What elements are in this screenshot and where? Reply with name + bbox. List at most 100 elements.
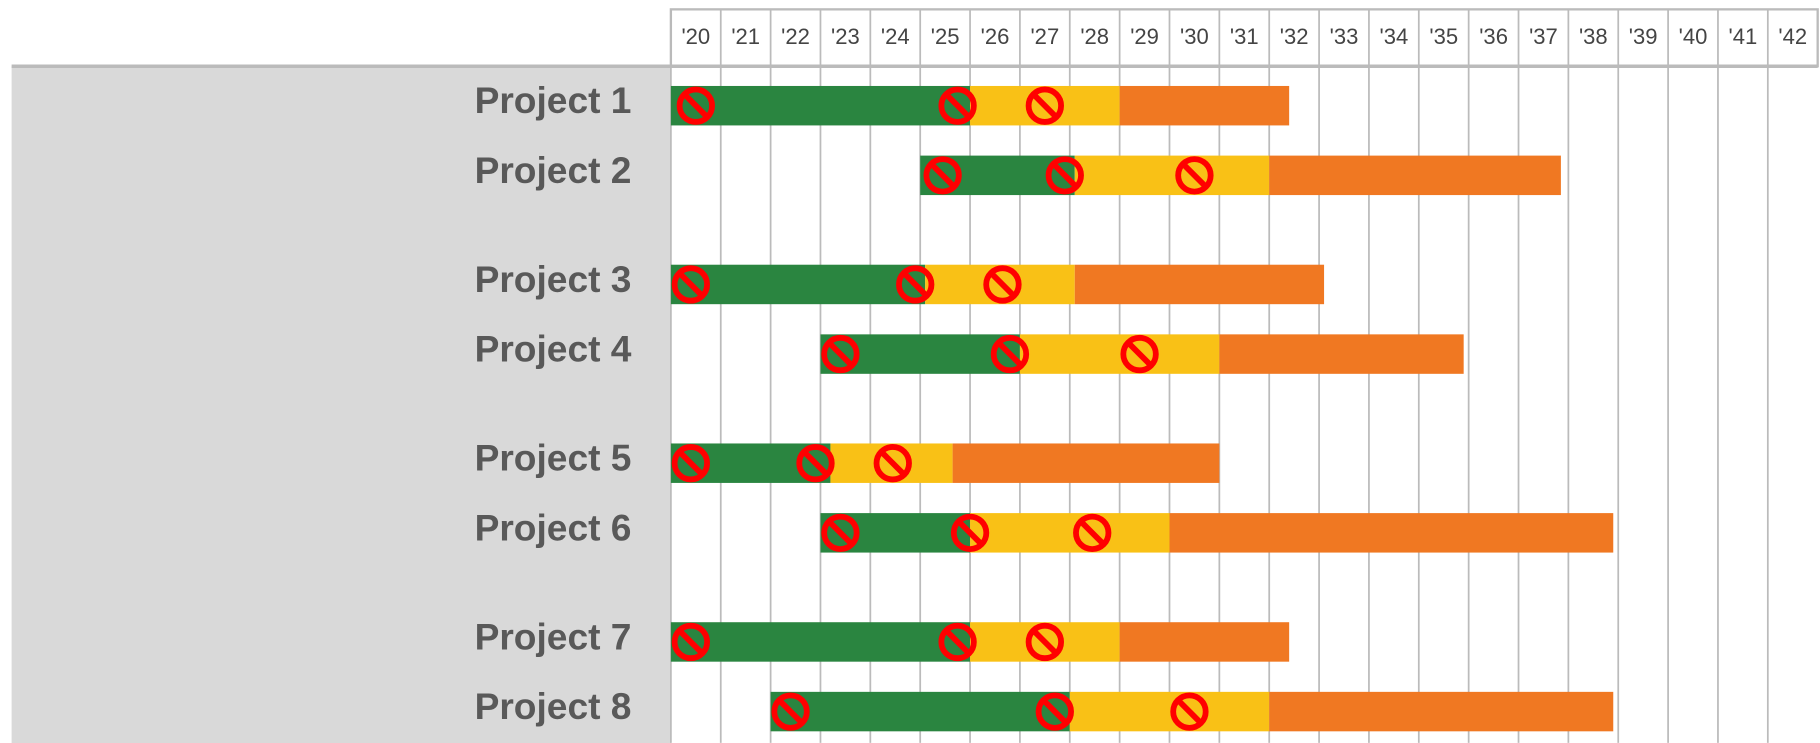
task-label: Project 4 xyxy=(475,328,632,370)
label-panel xyxy=(11,66,671,743)
marker-ring xyxy=(1035,692,1074,731)
task-label: Project 7 xyxy=(475,615,632,657)
phase-bar xyxy=(1169,513,1614,553)
x-tick-label: '41 xyxy=(1729,24,1758,49)
phase-bar xyxy=(1119,85,1290,126)
milestone-marker xyxy=(1025,86,1064,125)
marker-ring xyxy=(671,265,710,304)
milestone-marker xyxy=(771,692,810,731)
task-label: Project 8 xyxy=(475,685,632,727)
milestone-marker xyxy=(873,444,912,483)
milestone-marker xyxy=(950,513,990,552)
x-tick-label: '23 xyxy=(831,24,860,49)
marker-ring xyxy=(1025,86,1064,125)
milestone-marker xyxy=(1035,692,1074,731)
phase-bar xyxy=(1269,155,1561,196)
task-label: Project 1 xyxy=(475,79,632,121)
grid xyxy=(670,9,1769,743)
x-tick-label: '21 xyxy=(731,24,760,49)
milestone-marker xyxy=(1175,156,1214,195)
phase-bar xyxy=(670,85,971,126)
milestone-marker xyxy=(896,265,935,304)
x-tick-label: '36 xyxy=(1479,24,1508,49)
x-tick-label: '32 xyxy=(1280,24,1309,49)
milestone-marker xyxy=(938,86,977,125)
marker-ring xyxy=(896,265,935,304)
milestone-marker xyxy=(990,334,1030,374)
x-tick-label: '24 xyxy=(881,24,910,49)
marker-slash xyxy=(677,449,705,477)
marker-slash xyxy=(682,92,710,120)
marker-ring xyxy=(771,692,810,731)
milestone-marker xyxy=(938,622,977,662)
x-tick-label: '42 xyxy=(1778,24,1807,49)
milestone-marker xyxy=(821,334,860,374)
marker-slash xyxy=(677,270,705,298)
x-tick-label: '27 xyxy=(1030,24,1059,49)
task-label: Project 2 xyxy=(475,149,632,191)
milestone-marker xyxy=(1025,622,1064,662)
milestone-marker xyxy=(1170,692,1209,731)
marker-slash xyxy=(996,340,1024,368)
marker-ring xyxy=(1045,156,1084,195)
milestone-marker xyxy=(923,156,962,195)
phase-bar xyxy=(1069,691,1270,732)
marker-ring xyxy=(1025,622,1064,662)
marker-ring xyxy=(821,513,860,552)
marker-slash xyxy=(1031,628,1059,656)
milestone-marker xyxy=(1045,156,1084,195)
phase-bar xyxy=(1219,334,1464,374)
marker-slash xyxy=(1031,92,1059,120)
marker-ring xyxy=(923,156,962,195)
marker-slash xyxy=(956,519,984,547)
marker-ring xyxy=(938,622,977,662)
marker-slash xyxy=(1175,698,1203,726)
phase-bar xyxy=(970,513,1170,553)
milestone-marker xyxy=(821,513,860,552)
task-label: Project 6 xyxy=(475,506,632,548)
x-tick-label: '35 xyxy=(1429,24,1458,49)
marker-ring xyxy=(671,622,710,662)
milestone-marker xyxy=(671,444,710,483)
phase-bar xyxy=(1119,622,1290,662)
x-tick-label: '40 xyxy=(1679,24,1708,49)
marker-slash xyxy=(801,449,830,477)
x-tick-label: '34 xyxy=(1379,24,1408,49)
marker-slash xyxy=(677,628,705,656)
marker-slash xyxy=(929,161,957,189)
phase-bar xyxy=(1269,691,1614,732)
marker-ring xyxy=(983,265,1022,304)
marker-ring xyxy=(671,444,710,483)
phase-bar xyxy=(1019,334,1220,374)
marker-slash xyxy=(944,92,972,120)
phase-bar xyxy=(770,691,1070,732)
marker-ring xyxy=(821,334,860,374)
marker-ring xyxy=(1120,334,1159,374)
marker-slash xyxy=(1180,161,1208,189)
milestone-marker xyxy=(671,622,710,662)
marker-slash xyxy=(1078,519,1106,547)
marker-ring xyxy=(950,513,990,552)
x-tick-label: '26 xyxy=(981,24,1010,49)
marker-slash xyxy=(1051,161,1079,189)
x-tick-label: '25 xyxy=(931,24,960,49)
phase-bar xyxy=(1074,264,1325,305)
marker-ring xyxy=(1073,513,1112,552)
marker-ring xyxy=(873,444,912,483)
x-tick-label: '37 xyxy=(1529,24,1558,49)
x-tick-label: '28 xyxy=(1080,24,1109,49)
x-tick-label: '20 xyxy=(681,24,710,49)
x-tick-label: '30 xyxy=(1180,24,1209,49)
marker-slash xyxy=(826,519,854,547)
milestone-marker xyxy=(676,86,715,125)
milestone-marker xyxy=(983,265,1022,304)
milestone-marker xyxy=(671,265,710,304)
marker-ring xyxy=(990,334,1030,374)
x-tick-label: '22 xyxy=(781,24,810,49)
marker-slash xyxy=(988,270,1017,298)
marker-slash xyxy=(901,270,929,298)
x-tick-label: '38 xyxy=(1579,24,1608,49)
marker-slash xyxy=(1126,340,1154,368)
marker-ring xyxy=(1175,156,1214,195)
